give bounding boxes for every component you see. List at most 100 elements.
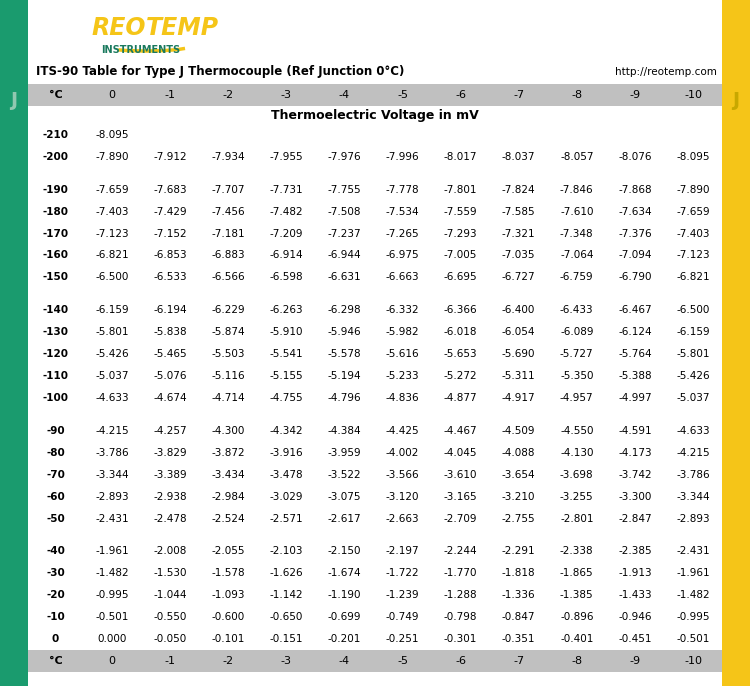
- Text: -1.722: -1.722: [386, 568, 419, 578]
- Text: -0.699: -0.699: [328, 612, 362, 622]
- Text: -6.467: -6.467: [618, 305, 652, 316]
- Text: -7.237: -7.237: [328, 228, 362, 239]
- Text: -7.731: -7.731: [269, 185, 303, 195]
- Text: -1.482: -1.482: [676, 590, 710, 600]
- Text: -7.659: -7.659: [95, 185, 129, 195]
- Bar: [28, 106, 722, 124]
- Bar: [28, 420, 722, 442]
- Text: -2.663: -2.663: [386, 514, 419, 523]
- Text: -3.872: -3.872: [211, 448, 245, 458]
- Text: -0.501: -0.501: [95, 612, 129, 622]
- Text: -1.288: -1.288: [444, 590, 478, 600]
- Text: -0.896: -0.896: [560, 612, 593, 622]
- Bar: [28, 650, 722, 672]
- Text: -6.631: -6.631: [328, 272, 362, 283]
- Bar: [28, 299, 722, 321]
- Text: -1: -1: [165, 656, 176, 666]
- Text: -7.094: -7.094: [618, 250, 652, 261]
- Text: -1.482: -1.482: [95, 568, 129, 578]
- Bar: [28, 563, 722, 584]
- Text: -7.846: -7.846: [560, 185, 593, 195]
- Bar: [28, 464, 722, 486]
- Text: -4: -4: [339, 90, 350, 100]
- Text: -7.890: -7.890: [676, 185, 710, 195]
- Text: -5.465: -5.465: [153, 349, 187, 359]
- Text: -1.770: -1.770: [444, 568, 477, 578]
- Text: -5.727: -5.727: [560, 349, 593, 359]
- Text: -8: -8: [572, 656, 582, 666]
- Text: 0: 0: [109, 90, 115, 100]
- Text: -3.120: -3.120: [386, 492, 419, 501]
- Text: -3.434: -3.434: [211, 470, 245, 480]
- Text: -7.005: -7.005: [444, 250, 477, 261]
- Bar: [28, 442, 722, 464]
- Text: -7.534: -7.534: [386, 206, 419, 217]
- Text: -8.095: -8.095: [676, 152, 710, 162]
- Text: -1.818: -1.818: [502, 568, 536, 578]
- Text: -0.749: -0.749: [386, 612, 419, 622]
- Text: -6.821: -6.821: [676, 272, 710, 283]
- Text: -6.159: -6.159: [95, 305, 129, 316]
- Text: -4.591: -4.591: [618, 426, 652, 436]
- Text: -100: -100: [43, 393, 68, 403]
- Text: -200: -200: [43, 152, 68, 162]
- Text: -7.403: -7.403: [676, 228, 710, 239]
- Text: -6.598: -6.598: [269, 272, 303, 283]
- Text: -5.155: -5.155: [269, 371, 303, 381]
- Text: -4: -4: [339, 656, 350, 666]
- Text: -7.348: -7.348: [560, 228, 593, 239]
- Text: -6.759: -6.759: [560, 272, 593, 283]
- Text: -3.786: -3.786: [95, 448, 129, 458]
- Text: -2.524: -2.524: [211, 514, 245, 523]
- Text: -4.173: -4.173: [618, 448, 652, 458]
- Text: -5.037: -5.037: [676, 393, 710, 403]
- Text: -40: -40: [46, 546, 65, 556]
- Text: -4.088: -4.088: [502, 448, 536, 458]
- Text: -5.874: -5.874: [211, 327, 245, 338]
- Text: -0.995: -0.995: [95, 590, 129, 600]
- Text: -3.786: -3.786: [676, 470, 710, 480]
- Text: -5: -5: [397, 90, 408, 100]
- Text: -6.298: -6.298: [328, 305, 362, 316]
- Text: -3.075: -3.075: [328, 492, 362, 501]
- Text: -8.076: -8.076: [618, 152, 652, 162]
- Text: -3.478: -3.478: [269, 470, 303, 480]
- Text: -7.778: -7.778: [386, 185, 419, 195]
- Text: -0.301: -0.301: [444, 634, 477, 644]
- Text: -2.847: -2.847: [618, 514, 652, 523]
- Text: -0.847: -0.847: [502, 612, 536, 622]
- Text: REO: REO: [92, 16, 146, 40]
- Bar: [28, 387, 722, 409]
- Text: -6.089: -6.089: [560, 327, 593, 338]
- Text: -0.201: -0.201: [328, 634, 361, 644]
- Text: -0.101: -0.101: [211, 634, 245, 644]
- Text: -4.045: -4.045: [444, 448, 477, 458]
- Text: -140: -140: [43, 305, 68, 316]
- Text: TEMP: TEMP: [146, 16, 219, 40]
- Text: -3.829: -3.829: [153, 448, 187, 458]
- Text: -5.838: -5.838: [153, 327, 187, 338]
- Text: -6.500: -6.500: [676, 305, 710, 316]
- Text: -7.801: -7.801: [444, 185, 477, 195]
- Text: -7.508: -7.508: [328, 206, 362, 217]
- Text: -6.727: -6.727: [502, 272, 536, 283]
- Text: -7.376: -7.376: [618, 228, 652, 239]
- Text: -3.300: -3.300: [618, 492, 652, 501]
- Text: -1.865: -1.865: [560, 568, 593, 578]
- Text: -5.616: -5.616: [386, 349, 419, 359]
- Text: -6.533: -6.533: [153, 272, 187, 283]
- Text: -7.064: -7.064: [560, 250, 593, 261]
- Text: -4.384: -4.384: [328, 426, 362, 436]
- Text: -2.478: -2.478: [153, 514, 187, 523]
- Text: -7.265: -7.265: [386, 228, 419, 239]
- Bar: [28, 486, 722, 508]
- Text: -3.255: -3.255: [560, 492, 593, 501]
- Text: -2.244: -2.244: [444, 546, 478, 556]
- Text: -7.683: -7.683: [153, 185, 187, 195]
- Text: -7.934: -7.934: [211, 152, 245, 162]
- Text: Thermoelectric Voltage in mV: Thermoelectric Voltage in mV: [271, 108, 478, 121]
- Text: -8.057: -8.057: [560, 152, 593, 162]
- Bar: [28, 223, 722, 244]
- Text: -2: -2: [223, 90, 234, 100]
- Text: -4.997: -4.997: [618, 393, 652, 403]
